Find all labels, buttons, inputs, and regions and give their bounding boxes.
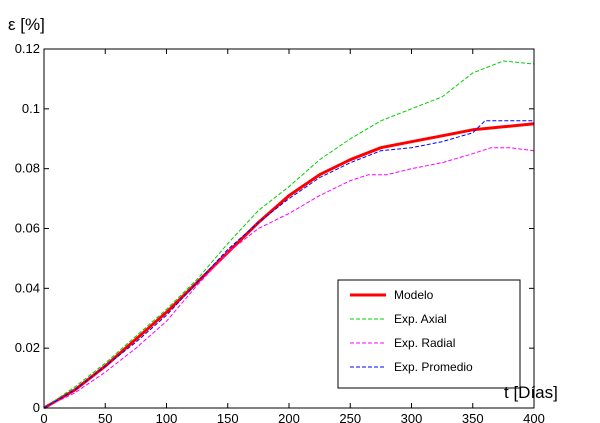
x-tick-label: 150	[217, 411, 239, 423]
series-layer	[43, 60, 535, 410]
series-line-3	[43, 147, 535, 409]
series-line-1	[43, 122, 535, 410]
x-tick-label: 350	[462, 411, 484, 423]
legend-box	[337, 279, 521, 389]
y-tick-label: 0.12	[15, 41, 40, 56]
legend-label-3: Exp. Radial	[394, 336, 455, 350]
x-tick-label: 100	[156, 411, 178, 423]
series-line-4	[43, 120, 534, 409]
y-tick-label: 0.1	[22, 101, 40, 116]
y-tick-label: 0.06	[15, 221, 40, 236]
x-tick-label: 0	[40, 411, 47, 423]
y-tick-label: 0.08	[15, 161, 40, 176]
legend-label-1: Modelo	[394, 288, 434, 302]
x-tick-label: 300	[401, 411, 423, 423]
x-axis-title: t [Días]	[504, 383, 558, 402]
x-tick-label: 400	[523, 411, 545, 423]
x-tick-label: 50	[98, 411, 112, 423]
ticks-layer: 0 50 100 150 200 250 300 350 400 0 0.02 0.04 0.06 0.0…	[15, 41, 545, 423]
x-tick-label: 250	[339, 411, 361, 423]
y-tick-label: 0.02	[15, 340, 40, 355]
y-axis-title: ε [%]	[8, 15, 45, 34]
x-tick-label: 200	[278, 411, 300, 423]
legend: Modelo Exp. Axial Exp. Radial Exp. Promedio	[337, 279, 521, 389]
series-line-2	[43, 60, 535, 409]
y-tick-label: 0	[33, 400, 40, 415]
y-tick-label: 0.04	[15, 280, 40, 295]
legend-label-2: Exp. Axial	[394, 312, 447, 326]
legend-label-4: Exp. Promedio	[394, 360, 473, 374]
